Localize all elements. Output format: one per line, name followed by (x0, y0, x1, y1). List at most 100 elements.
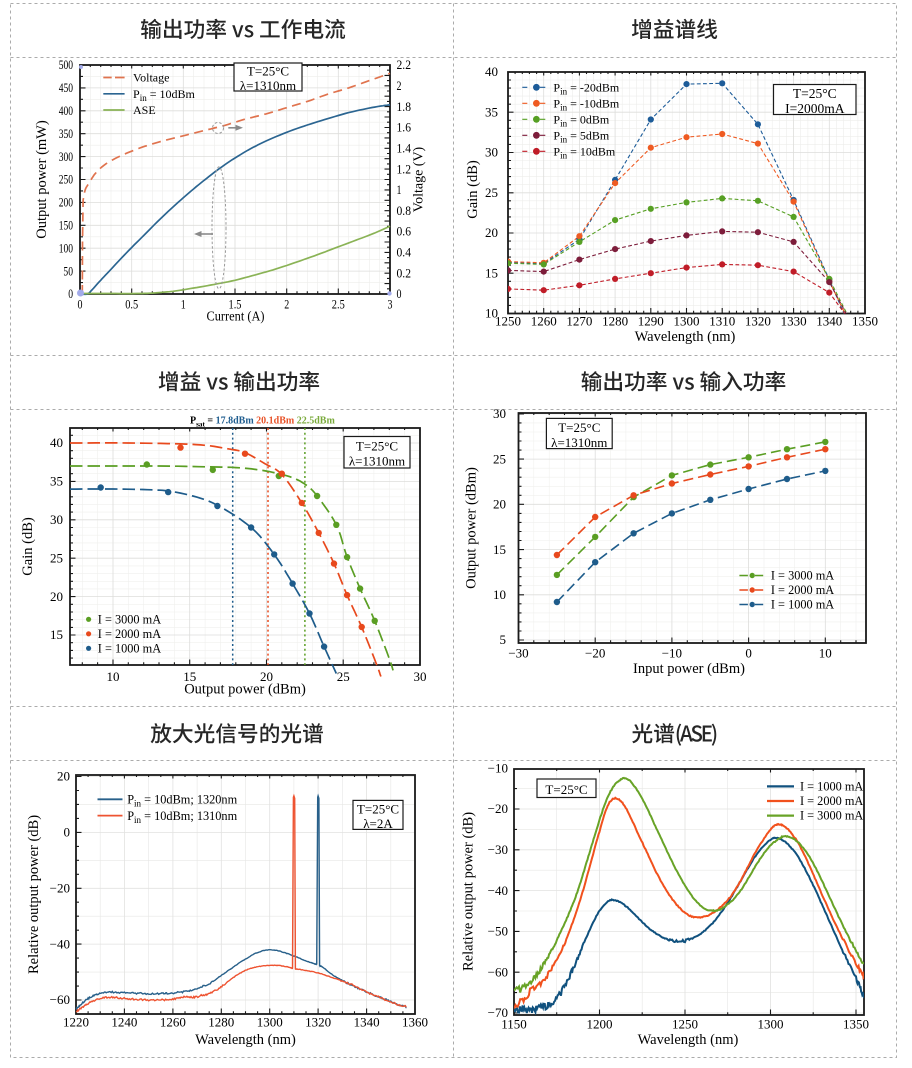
svg-text:35: 35 (50, 474, 63, 489)
svg-text:25: 25 (337, 669, 350, 684)
svg-text:−70: −70 (488, 1005, 508, 1020)
svg-text:Gain (dB): Gain (dB) (20, 517, 36, 576)
svg-text:ASE: ASE (133, 103, 156, 117)
svg-text:−60: −60 (488, 964, 508, 979)
svg-text:5: 5 (500, 632, 507, 647)
svg-text:T=25°C: T=25°C (247, 64, 289, 79)
svg-text:25: 25 (493, 451, 506, 466)
svg-text:1240: 1240 (111, 1015, 137, 1030)
svg-text:0.6: 0.6 (397, 224, 412, 239)
svg-text:20: 20 (493, 497, 506, 512)
svg-text:Psat = 17.8dBm 20.1dBm 22.5dBm: Psat = 17.8dBm 20.1dBm 22.5dBm (190, 416, 335, 429)
svg-text:T=25°C: T=25°C (545, 782, 587, 797)
svg-text:15: 15 (183, 669, 196, 684)
svg-text:Relative output power (dB): Relative output power (dB) (26, 815, 42, 974)
svg-text:1340: 1340 (354, 1015, 380, 1030)
svg-text:100: 100 (59, 240, 73, 255)
svg-text:Output power (dBm): Output power (dBm) (464, 467, 480, 589)
svg-text:Voltage: Voltage (133, 71, 169, 85)
svg-text:Pin = 10dBm: Pin = 10dBm (553, 144, 615, 160)
svg-text:15: 15 (50, 627, 63, 642)
svg-text:2: 2 (284, 297, 289, 312)
svg-text:Wavelength (nm): Wavelength (nm) (635, 329, 736, 345)
svg-text:0: 0 (397, 286, 402, 301)
svg-text:I=2000mA: I=2000mA (785, 101, 845, 116)
svg-text:T=25°C: T=25°C (357, 802, 399, 817)
svg-text:1.4: 1.4 (397, 141, 412, 156)
svg-text:50: 50 (63, 263, 73, 278)
svg-text:−20: −20 (585, 646, 605, 661)
svg-text:Wavelength (nm): Wavelength (nm) (638, 1032, 739, 1048)
svg-text:−30: −30 (508, 646, 528, 661)
svg-text:Pin = -20dBm: Pin = -20dBm (553, 80, 619, 96)
svg-text:I = 1000 mA: I = 1000 mA (800, 780, 863, 794)
svg-text:200: 200 (59, 195, 73, 210)
svg-text:1320: 1320 (305, 1015, 331, 1030)
svg-text:20: 20 (260, 669, 273, 684)
svg-text:1320: 1320 (745, 314, 771, 329)
svg-text:0: 0 (68, 286, 73, 301)
svg-text:1300: 1300 (257, 1015, 283, 1030)
svg-text:I = 2000 mA: I = 2000 mA (771, 583, 834, 597)
svg-text:20: 20 (57, 769, 70, 784)
svg-text:Current (A): Current (A) (207, 308, 265, 323)
svg-text:Wavelength (nm): Wavelength (nm) (195, 1032, 296, 1048)
svg-text:1340: 1340 (816, 314, 842, 329)
svg-text:−10: −10 (662, 646, 682, 661)
svg-text:Pin = 10dBm: Pin = 10dBm (133, 87, 195, 103)
svg-text:Pin = 0dBm: Pin = 0dBm (553, 112, 609, 128)
svg-text:I = 2000 mA: I = 2000 mA (98, 627, 161, 641)
svg-text:2.5: 2.5 (332, 297, 345, 312)
svg-text:I = 3000 mA: I = 3000 mA (800, 809, 863, 823)
svg-text:1300: 1300 (674, 314, 700, 329)
svg-text:0.8: 0.8 (397, 203, 412, 218)
svg-text:Voltage (V): Voltage (V) (412, 146, 427, 212)
svg-text:400: 400 (59, 103, 73, 118)
svg-text:20: 20 (485, 225, 498, 240)
svg-text:Output power (mW): Output power (mW) (34, 120, 50, 239)
svg-text:0: 0 (745, 646, 752, 661)
svg-text:2.2: 2.2 (397, 57, 412, 72)
svg-text:λ=1310nm: λ=1310nm (349, 454, 405, 469)
svg-text:300: 300 (59, 149, 73, 164)
svg-text:350: 350 (59, 126, 73, 141)
svg-text:0.5: 0.5 (125, 297, 138, 312)
svg-text:10: 10 (819, 646, 832, 661)
svg-text:1.2: 1.2 (397, 161, 412, 176)
svg-text:1250: 1250 (495, 314, 521, 329)
svg-text:Output power (dBm): Output power (dBm) (184, 682, 306, 698)
svg-text:0.4: 0.4 (397, 245, 412, 260)
svg-text:3: 3 (388, 297, 393, 312)
svg-text:1300: 1300 (758, 1017, 784, 1032)
svg-text:T=25°C: T=25°C (356, 439, 398, 454)
svg-text:150: 150 (59, 218, 73, 233)
svg-text:2: 2 (397, 78, 402, 93)
svg-text:Input power (dBm): Input power (dBm) (633, 661, 745, 677)
svg-text:−50: −50 (488, 924, 508, 939)
svg-text:1150: 1150 (501, 1017, 527, 1032)
svg-text:λ=2A: λ=2A (363, 816, 393, 831)
svg-text:40: 40 (485, 64, 498, 79)
svg-text:450: 450 (59, 80, 73, 95)
svg-text:I = 1000 mA: I = 1000 mA (98, 642, 161, 656)
svg-text:1: 1 (397, 182, 402, 197)
svg-text:30: 30 (50, 512, 63, 527)
svg-text:25: 25 (50, 550, 63, 565)
svg-text:I = 1000 mA: I = 1000 mA (771, 598, 834, 612)
svg-text:−30: −30 (488, 842, 508, 857)
svg-text:0: 0 (78, 297, 83, 312)
svg-text:40: 40 (50, 435, 63, 450)
svg-text:I = 3000 mA: I = 3000 mA (98, 613, 161, 627)
svg-text:25: 25 (485, 185, 498, 200)
svg-text:0.2: 0.2 (397, 265, 412, 280)
svg-text:I = 2000 mA: I = 2000 mA (800, 794, 863, 808)
svg-text:10: 10 (485, 306, 498, 321)
svg-text:20: 20 (50, 589, 63, 604)
svg-text:35: 35 (485, 104, 498, 119)
svg-text:Pin = 10dBm; 1310nm: Pin = 10dBm; 1310nm (127, 809, 237, 825)
svg-text:1.6: 1.6 (397, 120, 412, 135)
svg-text:1330: 1330 (781, 314, 807, 329)
svg-text:0: 0 (64, 825, 71, 840)
svg-text:T=25°C: T=25°C (793, 86, 837, 101)
svg-text:30: 30 (485, 145, 498, 160)
